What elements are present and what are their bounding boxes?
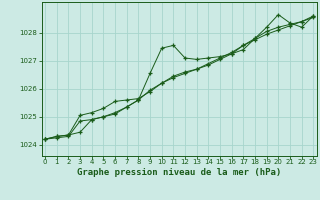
X-axis label: Graphe pression niveau de la mer (hPa): Graphe pression niveau de la mer (hPa) (77, 168, 281, 177)
